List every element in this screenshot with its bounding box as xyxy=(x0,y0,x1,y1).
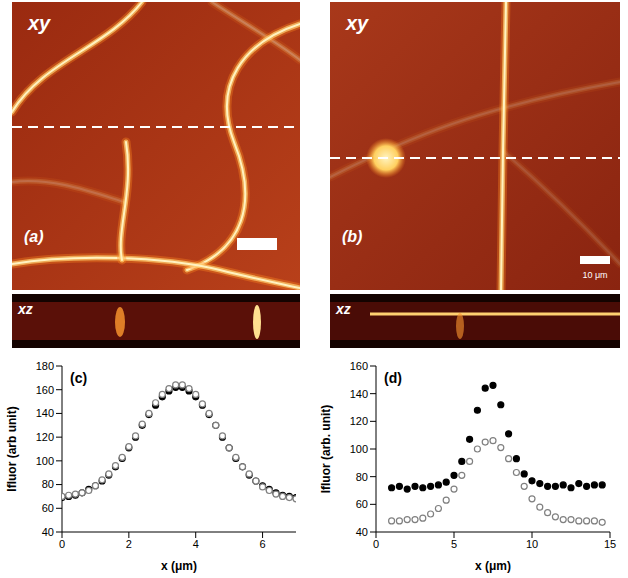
svg-text:120: 120 xyxy=(36,431,54,443)
svg-text:140: 140 xyxy=(350,388,368,400)
svg-text:100: 100 xyxy=(36,455,54,467)
svg-text:Ifluor (arb. unit): Ifluor (arb. unit) xyxy=(319,405,333,494)
svg-text:120: 120 xyxy=(350,415,368,427)
svg-text:60: 60 xyxy=(42,502,54,514)
svg-text:160: 160 xyxy=(36,384,54,396)
svg-text:160: 160 xyxy=(350,360,368,372)
svg-text:xz: xz xyxy=(17,301,33,317)
svg-text:x (μm): x (μm) xyxy=(475,559,511,573)
svg-text:80: 80 xyxy=(42,478,54,490)
svg-text:100: 100 xyxy=(350,443,368,455)
svg-text:Ifluor (arb unit): Ifluor (arb unit) xyxy=(5,406,19,491)
svg-text:xy: xy xyxy=(345,12,369,34)
svg-text:x (μm): x (μm) xyxy=(161,559,197,573)
svg-text:40: 40 xyxy=(356,526,368,538)
svg-text:4: 4 xyxy=(193,538,199,550)
svg-text:(b): (b) xyxy=(342,228,362,245)
svg-text:40: 40 xyxy=(42,526,54,538)
svg-text:5: 5 xyxy=(451,538,457,550)
svg-text:xy: xy xyxy=(27,12,51,34)
html-text:(c): (c) xyxy=(70,370,88,386)
svg-text:(a): (a) xyxy=(24,228,44,245)
svg-text:15: 15 xyxy=(604,538,616,550)
svg-text:10: 10 xyxy=(526,538,538,550)
svg-text:2: 2 xyxy=(126,538,132,550)
svg-text:10 μm: 10 μm xyxy=(582,270,607,280)
svg-text:0: 0 xyxy=(59,538,65,550)
svg-text:xz: xz xyxy=(335,301,351,317)
svg-text:0: 0 xyxy=(373,538,379,550)
svg-text:60: 60 xyxy=(356,498,368,510)
svg-text:6: 6 xyxy=(260,538,266,550)
html-text:(d): (d) xyxy=(384,370,402,386)
svg-text:180: 180 xyxy=(36,360,54,372)
svg-text:80: 80 xyxy=(356,471,368,483)
svg-text:140: 140 xyxy=(36,407,54,419)
